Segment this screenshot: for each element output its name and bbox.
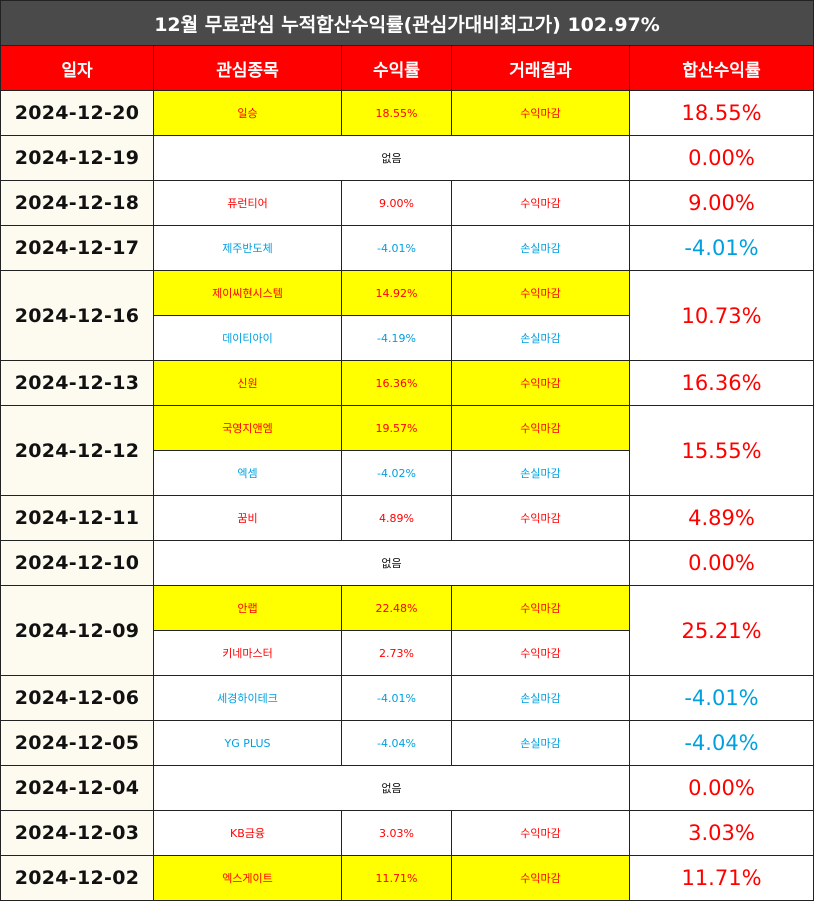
row-date: 2024-12-10 <box>0 541 154 586</box>
trade-result: 손실마감 <box>452 226 630 271</box>
stock-rate: 9.00% <box>342 181 452 226</box>
trade-result: 수익마감 <box>452 271 630 316</box>
trade-result: 수익마감 <box>452 91 630 136</box>
stock-name: 세경하이테크 <box>154 676 342 721</box>
row-date: 2024-12-09 <box>0 586 154 676</box>
trade-result: 수익마감 <box>452 856 630 901</box>
row-total-return: -4.01% <box>630 676 814 721</box>
row-total-return: 4.89% <box>630 496 814 541</box>
stock-name: 국영지앤엠 <box>154 406 342 451</box>
trade-result: 손실마감 <box>452 316 630 361</box>
stock-rate: 19.57% <box>342 406 452 451</box>
stock-rate: -4.04% <box>342 721 452 766</box>
stock-rate: 3.03% <box>342 811 452 856</box>
row-date: 2024-12-19 <box>0 136 154 181</box>
row-date: 2024-12-18 <box>0 181 154 226</box>
stock-name: 엑셈 <box>154 451 342 496</box>
trade-result: 수익마감 <box>452 811 630 856</box>
stock-rate: 2.73% <box>342 631 452 676</box>
row-total-return: 10.73% <box>630 271 814 361</box>
stock-name: 엑스게이트 <box>154 856 342 901</box>
stock-rate: -4.01% <box>342 226 452 271</box>
stock-name: KB금융 <box>154 811 342 856</box>
row-total-return: 15.55% <box>630 406 814 496</box>
row-date: 2024-12-06 <box>0 676 154 721</box>
no-entry-text: 없음 <box>154 541 630 586</box>
stock-rate: 18.55% <box>342 91 452 136</box>
row-date: 2024-12-11 <box>0 496 154 541</box>
stock-rate: -4.19% <box>342 316 452 361</box>
stock-rate: 4.89% <box>342 496 452 541</box>
stock-name: 제이씨현시스템 <box>154 271 342 316</box>
row-total-return: 9.00% <box>630 181 814 226</box>
stock-name: 안랩 <box>154 586 342 631</box>
row-total-return: 11.71% <box>630 856 814 901</box>
trade-result: 수익마감 <box>452 586 630 631</box>
row-total-return: 16.36% <box>630 361 814 406</box>
trade-result: 손실마감 <box>452 721 630 766</box>
stock-name: 일승 <box>154 91 342 136</box>
trade-result: 수익마감 <box>452 361 630 406</box>
stock-name: 퓨런티어 <box>154 181 342 226</box>
row-date: 2024-12-12 <box>0 406 154 496</box>
stock-name: 신원 <box>154 361 342 406</box>
trade-result: 손실마감 <box>452 676 630 721</box>
trade-result: 수익마감 <box>452 406 630 451</box>
trade-result: 수익마감 <box>452 496 630 541</box>
trade-result: 수익마감 <box>452 181 630 226</box>
stock-rate: 11.71% <box>342 856 452 901</box>
row-total-return: 25.21% <box>630 586 814 676</box>
no-entry-text: 없음 <box>154 136 630 181</box>
row-total-return: -4.01% <box>630 226 814 271</box>
row-date: 2024-12-16 <box>0 271 154 361</box>
header-result: 거래결과 <box>452 46 630 91</box>
stock-name: 꿈비 <box>154 496 342 541</box>
stock-name: 키네마스터 <box>154 631 342 676</box>
stock-rate: -4.02% <box>342 451 452 496</box>
stock-name: 데이티아이 <box>154 316 342 361</box>
sheet-title: 12월 무료관심 누적합산수익률(관심가대비최고가) 102.97% <box>0 0 814 46</box>
header-stock: 관심종목 <box>154 46 342 91</box>
row-date: 2024-12-20 <box>0 91 154 136</box>
trade-result: 수익마감 <box>452 631 630 676</box>
stock-rate: 22.48% <box>342 586 452 631</box>
header-total: 합산수익률 <box>630 46 814 91</box>
row-date: 2024-12-04 <box>0 766 154 811</box>
stock-rate: -4.01% <box>342 676 452 721</box>
row-total-return: -4.04% <box>630 721 814 766</box>
row-date: 2024-12-17 <box>0 226 154 271</box>
row-total-return: 3.03% <box>630 811 814 856</box>
trade-result: 손실마감 <box>452 451 630 496</box>
row-total-return: 18.55% <box>630 91 814 136</box>
row-date: 2024-12-03 <box>0 811 154 856</box>
header-date: 일자 <box>0 46 154 91</box>
stock-name: YG PLUS <box>154 721 342 766</box>
row-total-return: 0.00% <box>630 766 814 811</box>
stock-name: 제주반도체 <box>154 226 342 271</box>
row-date: 2024-12-02 <box>0 856 154 901</box>
header-rate: 수익률 <box>342 46 452 91</box>
row-total-return: 0.00% <box>630 136 814 181</box>
row-date: 2024-12-05 <box>0 721 154 766</box>
row-total-return: 0.00% <box>630 541 814 586</box>
no-entry-text: 없음 <box>154 766 630 811</box>
stock-rate: 14.92% <box>342 271 452 316</box>
stock-rate: 16.36% <box>342 361 452 406</box>
row-date: 2024-12-13 <box>0 361 154 406</box>
